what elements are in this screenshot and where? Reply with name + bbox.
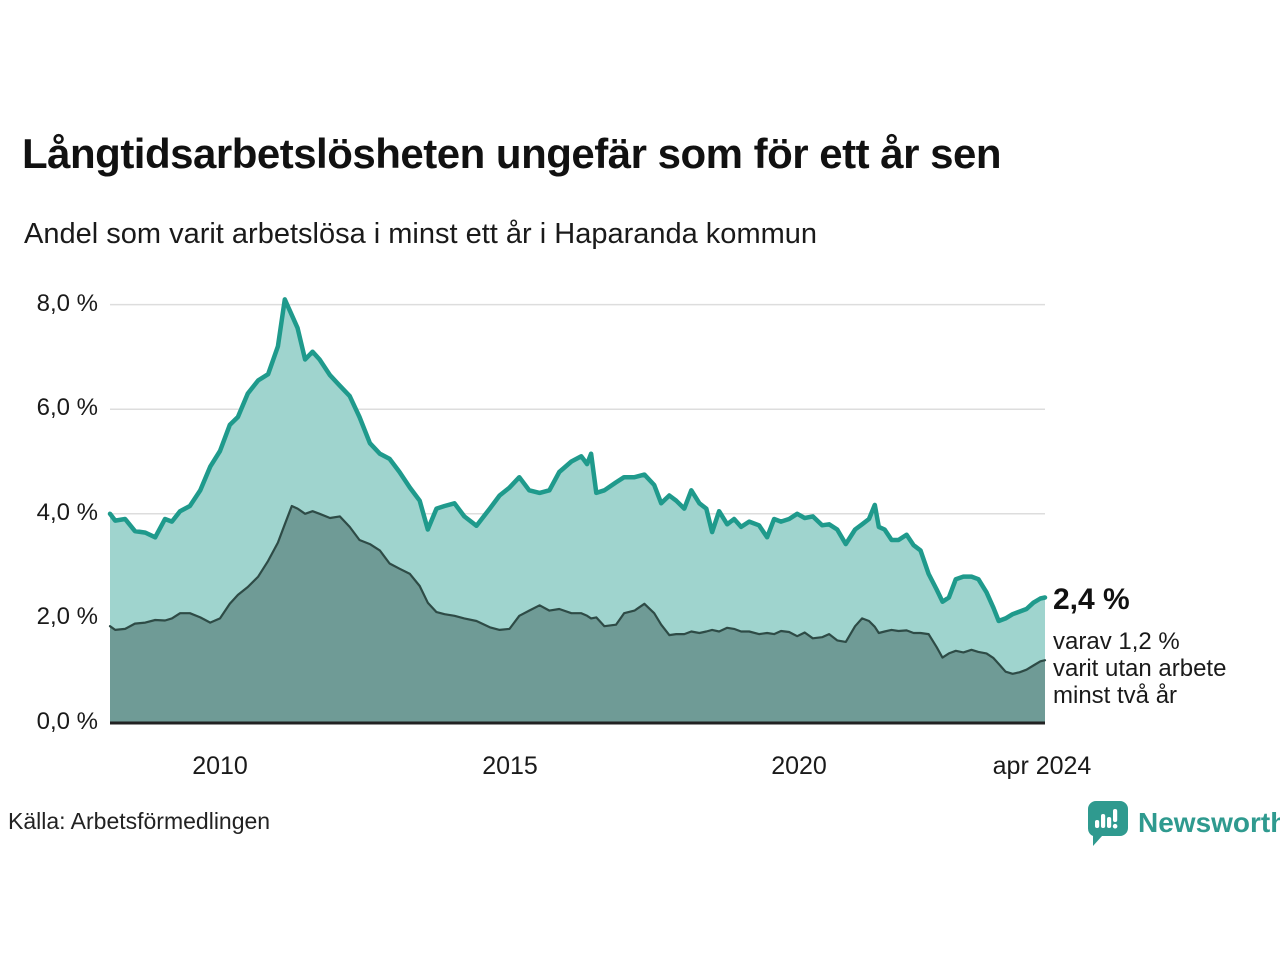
page-subtitle: Andel som varit arbetslösa i minst ett å…	[24, 218, 818, 250]
y-tick-label-4: 4,0 %	[36, 499, 98, 526]
y-tick-label-8: 8,0 %	[36, 290, 98, 317]
annotation-detail-line-3: minst två år	[1053, 682, 1178, 709]
x-tick-label-2015: 2015	[482, 752, 538, 780]
x-tick-label-apr-2024: apr 2024	[992, 752, 1092, 780]
series-two-year-line	[108, 504, 1047, 675]
y-tick-label-2: 2,0 %	[36, 603, 98, 630]
y-tick-label-0: 0,0 %	[36, 708, 98, 735]
bar-chart-speech-bubble-icon	[1088, 801, 1128, 846]
series-total-line	[107, 297, 1048, 624]
source-credit: Källa: Arbetsförmedlingen	[8, 808, 271, 834]
brand-name: Newsworthy	[1138, 807, 1280, 838]
page-title: Långtidsarbetslösheten ungefär som för e…	[22, 130, 1002, 177]
x-tick-label-2020: 2020	[771, 752, 827, 780]
y-tick-label-6: 6,0 %	[36, 394, 98, 421]
annotation-detail-line-1: varav 1,2 %	[1053, 628, 1180, 655]
latest-value-label: 2,4 %	[1053, 583, 1130, 616]
x-tick-label-2010: 2010	[192, 752, 248, 780]
series-two-year-area	[110, 506, 1045, 723]
newsworthy-logo: Newsworthy	[1088, 801, 1280, 847]
annotation-detail-line-2: varit utan arbete	[1053, 655, 1227, 682]
